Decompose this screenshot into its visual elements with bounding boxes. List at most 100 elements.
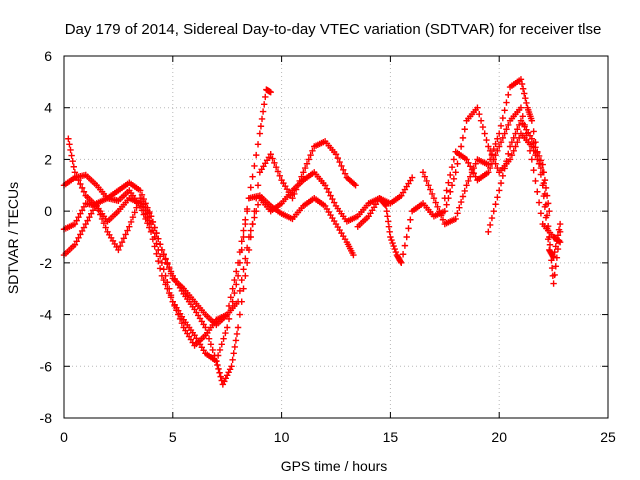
data-point-marker	[253, 207, 260, 215]
data-point-marker	[77, 180, 84, 188]
data-point-marker	[97, 211, 104, 218]
data-point-marker	[229, 298, 236, 305]
data-point-marker	[514, 138, 521, 146]
data-point-marker	[216, 369, 223, 376]
data-point-marker	[456, 204, 463, 211]
data-point-marker	[541, 203, 549, 211]
data-point-marker	[243, 259, 251, 267]
data-point-marker	[519, 85, 527, 92]
data-point-marker	[86, 213, 93, 221]
data-point-marker	[425, 182, 432, 189]
data-point-marker	[98, 215, 106, 223]
data-point-marker	[485, 143, 492, 150]
data-point-marker	[352, 182, 359, 189]
data-point-marker	[245, 233, 253, 241]
data-point-marker	[88, 210, 95, 217]
data-point-marker	[512, 143, 519, 150]
data-point-marker	[131, 209, 138, 216]
y-tick-label: 4	[44, 100, 52, 116]
data-point-marker	[521, 90, 528, 97]
data-point-marker	[537, 210, 545, 217]
data-point-marker	[477, 117, 485, 124]
data-point-marker	[147, 213, 155, 220]
data-point-marker	[522, 95, 529, 102]
data-point-marker	[528, 117, 536, 124]
data-point-marker	[434, 203, 441, 211]
data-point-marker	[274, 168, 282, 175]
data-point-marker	[225, 315, 233, 323]
data-point-marker	[505, 121, 512, 129]
data-point-marker	[556, 220, 564, 228]
data-point-marker	[218, 341, 225, 348]
data-point-marker	[149, 218, 157, 226]
data-point-marker	[233, 330, 241, 338]
data-point-marker	[243, 205, 251, 213]
y-tick-label: 0	[44, 203, 52, 219]
data-point-marker	[508, 151, 516, 159]
data-point-marker	[230, 350, 237, 357]
data-point-marker	[503, 99, 510, 106]
data-point-marker	[68, 152, 75, 159]
data-point-marker	[505, 150, 512, 158]
data-point-marker	[78, 207, 86, 214]
data-point-marker	[240, 233, 247, 241]
data-point-marker	[485, 161, 492, 168]
data-point-marker	[336, 158, 343, 166]
data-point-marker	[176, 315, 184, 323]
data-point-marker	[242, 255, 249, 262]
data-point-marker	[133, 204, 140, 211]
data-point-marker	[461, 126, 468, 133]
data-point-marker	[459, 134, 467, 142]
data-point-marker	[544, 200, 552, 207]
data-point-marker	[503, 157, 510, 165]
data-point-marker	[115, 246, 122, 254]
data-point-marker	[338, 162, 345, 170]
data-point-marker	[390, 242, 397, 250]
data-point-marker	[443, 201, 450, 208]
data-point-marker	[202, 324, 209, 331]
data-point-marker	[454, 210, 461, 217]
data-point-marker	[234, 259, 242, 267]
data-point-marker	[251, 214, 258, 221]
data-point-marker	[519, 113, 526, 120]
data-point-marker	[549, 253, 557, 260]
data-point-marker	[93, 202, 100, 210]
data-point-marker	[525, 138, 532, 146]
data-point-marker	[552, 243, 559, 250]
data-point-marker	[301, 164, 309, 172]
data-point-marker	[256, 130, 264, 137]
data-point-marker	[254, 182, 262, 189]
data-point-marker	[142, 215, 149, 223]
data-point-marker	[550, 254, 557, 261]
data-point-marker	[80, 203, 88, 211]
data-point-marker	[407, 216, 414, 223]
data-point-marker	[427, 186, 434, 193]
grid-lines	[64, 56, 608, 418]
data-point-marker	[160, 276, 167, 284]
data-point-marker	[388, 236, 395, 244]
data-point-marker	[257, 123, 265, 130]
data-point-marker	[162, 256, 169, 263]
data-point-marker	[229, 356, 236, 364]
data-point-marker	[151, 224, 158, 231]
data-point-marker	[120, 235, 128, 242]
data-point-marker	[488, 151, 496, 158]
data-point-marker	[556, 238, 564, 246]
data-point-marker	[528, 135, 536, 142]
data-point-marker	[117, 242, 124, 250]
data-point-marker	[118, 238, 126, 246]
data-point-marker	[334, 154, 342, 162]
data-point-marker	[403, 233, 410, 241]
data-point-marker	[492, 151, 499, 159]
data-point-marker	[242, 272, 249, 279]
data-point-marker	[216, 346, 224, 354]
data-point-marker	[457, 198, 465, 206]
data-point-marker	[494, 147, 501, 155]
data-point-marker	[452, 169, 459, 176]
data-point-marker	[147, 228, 155, 236]
data-point-marker	[514, 126, 521, 133]
data-point-marker	[69, 157, 76, 165]
data-point-marker	[551, 271, 558, 279]
data-point-marker	[385, 218, 392, 225]
data-point-marker	[75, 234, 82, 242]
